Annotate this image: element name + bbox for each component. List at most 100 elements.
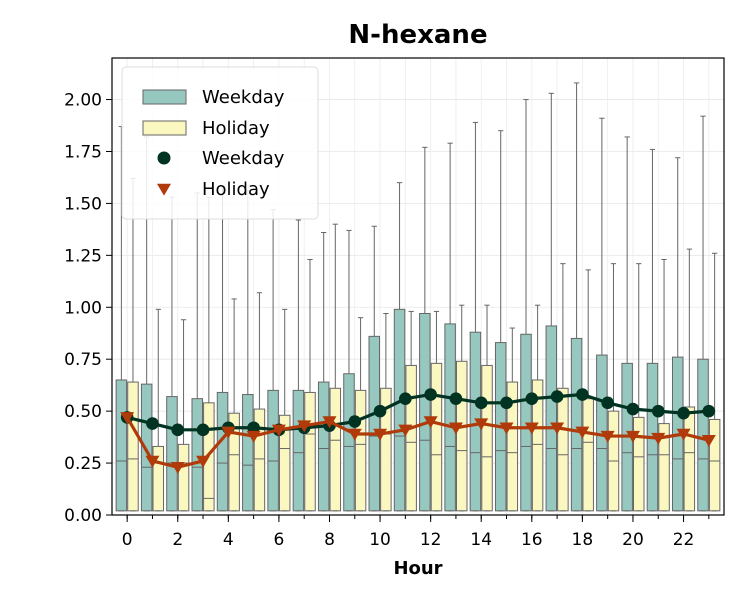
x-tick-label: 14 <box>470 530 492 550</box>
box-body <box>455 360 468 512</box>
box-weekday <box>317 231 330 512</box>
point-weekday <box>601 396 614 410</box>
point-holiday <box>373 428 388 441</box>
box-body <box>343 373 355 512</box>
y-tick-label: 0.25 <box>64 454 102 474</box>
x-tick-label: 10 <box>369 530 391 550</box>
y-tick-label: 2.00 <box>64 91 102 111</box>
point-weekday <box>424 388 437 401</box>
box-holiday <box>582 269 594 512</box>
line-holiday <box>125 416 710 469</box>
box-body <box>166 396 178 512</box>
box-weekday <box>393 182 406 512</box>
box-body <box>177 443 190 512</box>
point-holiday <box>145 455 160 468</box>
point-weekday <box>146 417 159 430</box>
x-tick-label: 16 <box>521 530 543 550</box>
x-tick-label: 8 <box>324 530 335 550</box>
box-body <box>292 389 305 512</box>
point-holiday <box>196 455 211 468</box>
box-body <box>216 391 229 512</box>
point-weekday <box>196 423 210 437</box>
y-tick-label: 1.00 <box>64 298 102 318</box>
legend-item: Weekday <box>157 148 285 169</box>
box-holiday <box>481 304 493 512</box>
box-body <box>444 323 456 512</box>
legend-marker <box>157 151 171 165</box>
legend-label: Weekday <box>202 148 285 169</box>
axes: 0.00 0.25 0.50 0.75 1.00 1.25 1.50 1.75 2.00 0 2 4 6… <box>64 91 710 550</box>
box-body <box>481 364 493 512</box>
point-holiday <box>170 461 185 474</box>
box-holiday <box>228 298 240 512</box>
plot-frame <box>111 57 725 516</box>
y-tick-label: 1.50 <box>64 194 102 214</box>
x-tick-label: 6 <box>273 530 284 550</box>
point-holiday <box>246 430 261 443</box>
legend-label: Holiday <box>202 118 270 139</box>
x-tick-label: 12 <box>420 530 442 550</box>
box-weekday <box>419 146 431 512</box>
box-body <box>570 337 583 512</box>
point-weekday <box>399 392 412 405</box>
box-weekday <box>343 229 355 512</box>
point-holiday <box>651 432 666 445</box>
y-tick-label: 0.75 <box>64 350 102 370</box>
point-holiday <box>120 412 135 425</box>
box-weekday <box>444 142 456 512</box>
box-holiday <box>658 258 670 512</box>
box-holiday <box>531 304 544 512</box>
box-body <box>708 418 721 512</box>
legend-label: Weekday <box>202 87 285 108</box>
point-holiday <box>448 422 463 435</box>
point-weekday <box>525 392 539 405</box>
box-body <box>419 313 431 512</box>
legend-swatch <box>142 120 187 136</box>
point-weekday <box>449 392 463 405</box>
legend-label: Holiday <box>202 179 270 200</box>
box-holiday <box>253 292 266 512</box>
box-holiday <box>683 248 696 512</box>
legend-item: Weekday <box>142 87 285 108</box>
box-body <box>557 387 569 512</box>
legend-item: Holiday <box>142 118 270 139</box>
box-body <box>354 389 367 512</box>
box-weekday <box>166 196 178 512</box>
point-holiday <box>550 422 565 435</box>
box-holiday <box>607 263 620 512</box>
y-tick-label: 1.25 <box>64 246 102 266</box>
point-holiday <box>524 422 539 435</box>
y-tick-label: 1.75 <box>64 142 102 162</box>
box-holiday <box>278 308 291 512</box>
box-body <box>393 308 406 512</box>
box-weekday <box>570 82 583 512</box>
legend-box <box>121 66 319 220</box>
point-holiday <box>322 416 337 429</box>
legend-item: Holiday <box>157 179 270 200</box>
box-holiday <box>455 304 468 512</box>
point-weekday <box>626 402 640 416</box>
box-holiday <box>304 258 316 512</box>
box-body <box>582 398 594 512</box>
box-holiday <box>354 317 367 512</box>
point-holiday <box>499 422 514 435</box>
point-weekday <box>677 406 690 420</box>
point-holiday <box>625 430 640 443</box>
point-holiday <box>423 416 438 429</box>
box-weekday <box>545 92 558 512</box>
point-weekday <box>348 415 362 428</box>
box-weekday <box>267 209 279 512</box>
box-holiday <box>557 263 569 512</box>
y-tick-label: 0.50 <box>64 402 102 422</box>
point-holiday <box>221 426 236 439</box>
box-body <box>127 381 139 512</box>
legend-swatch <box>142 89 187 105</box>
legend-marker <box>157 183 171 196</box>
box-weekday <box>191 192 203 512</box>
point-holiday <box>600 430 615 443</box>
x-tick-label: 22 <box>673 530 695 550</box>
box-holiday <box>405 310 417 512</box>
box-body <box>545 325 558 512</box>
point-holiday <box>347 428 362 441</box>
